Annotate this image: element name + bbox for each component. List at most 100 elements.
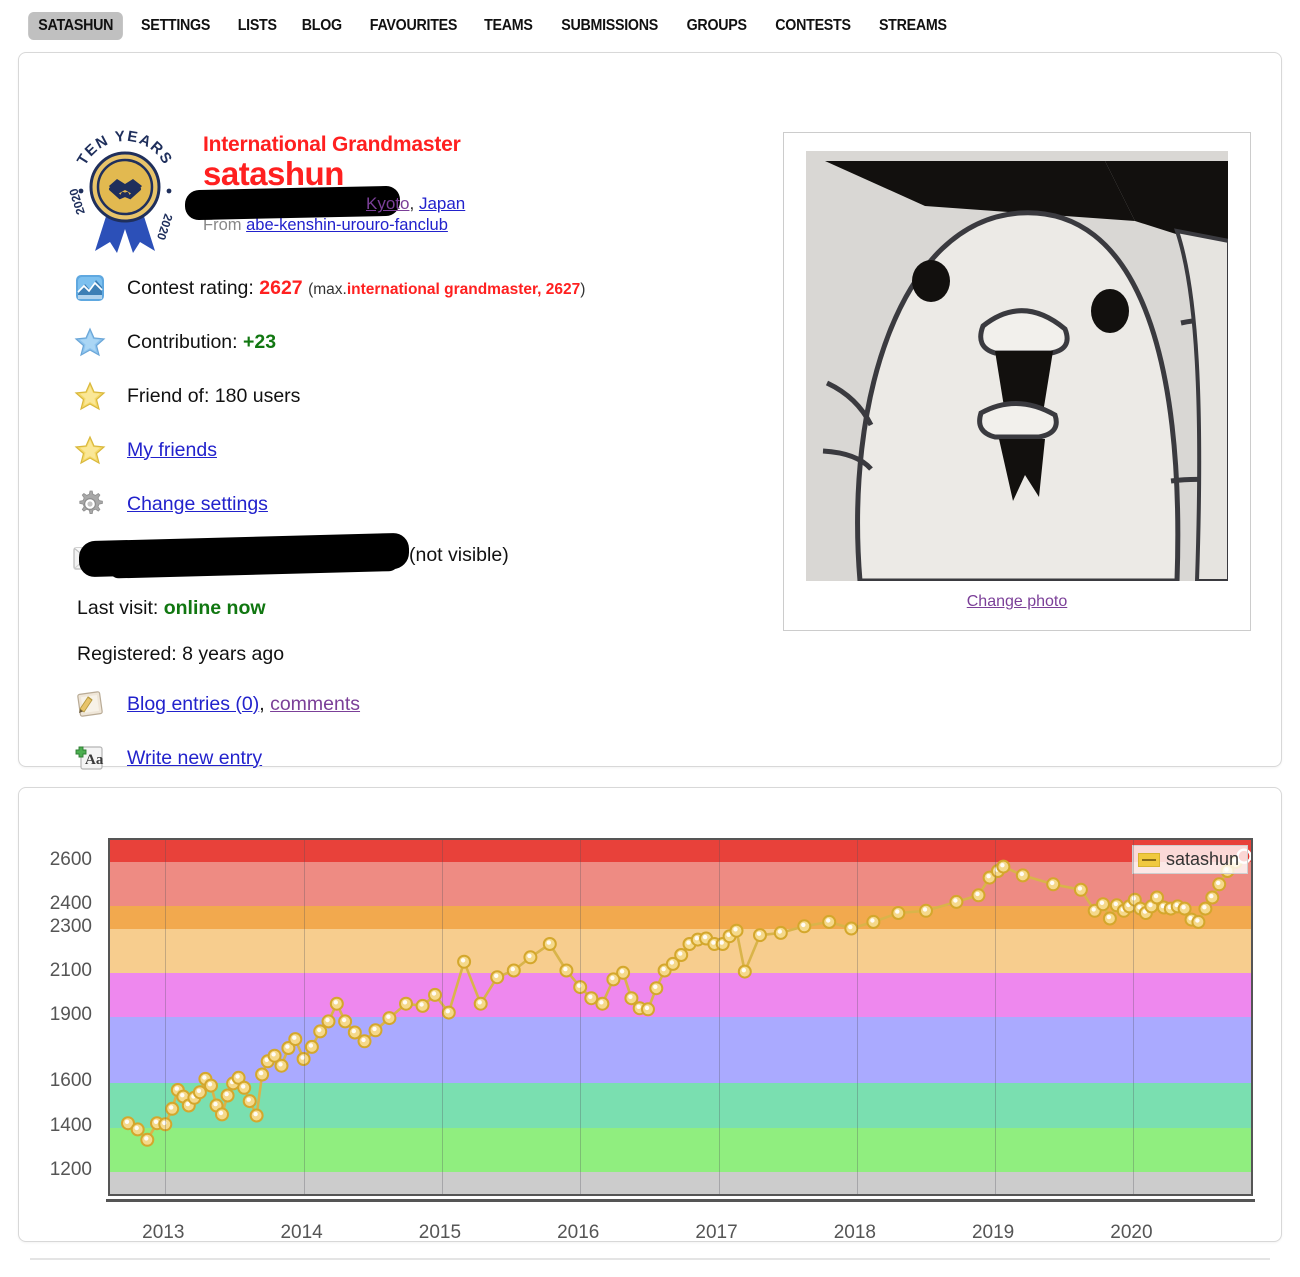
rating-point-highlight bbox=[202, 1075, 207, 1080]
contribution-value: +23 bbox=[243, 330, 277, 353]
rank-title: International Grandmaster bbox=[203, 133, 461, 156]
nav-blog[interactable]: BLOG bbox=[301, 17, 342, 34]
blue-star-icon bbox=[71, 323, 109, 361]
profile-info-list: Contest rating: 2627 (max.international … bbox=[71, 261, 771, 839]
rating-point-highlight bbox=[986, 874, 991, 879]
comments-link[interactable]: comments bbox=[270, 692, 361, 715]
rating-point-highlight bbox=[1091, 907, 1096, 912]
realname-row: Kyoto, Japan bbox=[185, 186, 466, 221]
badge-left-year: 2020 bbox=[66, 186, 88, 216]
max-rating-prefix: (max. bbox=[308, 280, 347, 298]
change-photo-row: Change photo bbox=[806, 593, 1228, 611]
rating-point-highlight bbox=[477, 1000, 482, 1005]
rank-band-newbie bbox=[110, 1171, 1251, 1194]
rating-point-highlight bbox=[975, 891, 980, 897]
rating-point-highlight bbox=[619, 969, 625, 974]
change-photo-link[interactable]: Change photo bbox=[966, 593, 1068, 610]
y-tick-2300: 2300 bbox=[49, 915, 92, 937]
nav-submissions[interactable]: SUBMISSIONS bbox=[561, 17, 659, 34]
rating-chart[interactable]: satashun bbox=[108, 838, 1253, 1196]
country-link[interactable]: Japan bbox=[418, 194, 466, 214]
rank-band-pupil bbox=[110, 1127, 1251, 1172]
y-tick-2400: 2400 bbox=[49, 893, 92, 915]
rating-point-highlight bbox=[213, 1101, 218, 1107]
last-visit-label: Last visit: bbox=[77, 596, 159, 619]
profile-photo bbox=[806, 151, 1228, 581]
my-friends-link[interactable]: My friends bbox=[127, 438, 217, 461]
rating-point-highlight bbox=[870, 918, 875, 923]
rating-point-highlight bbox=[1019, 871, 1024, 877]
chart-gridline-2016 bbox=[580, 840, 582, 1194]
rating-point-highlight bbox=[1188, 916, 1193, 921]
nav-settings[interactable]: SETTINGS bbox=[141, 17, 211, 34]
nav-streams[interactable]: STREAMS bbox=[878, 17, 947, 34]
rating-point-highlight bbox=[185, 1101, 190, 1107]
rating-point-highlight bbox=[224, 1091, 229, 1097]
rating-point-highlight bbox=[162, 1120, 167, 1126]
rating-point-highlight bbox=[124, 1119, 130, 1124]
y-tick-2100: 2100 bbox=[49, 959, 92, 981]
rating-point-highlight bbox=[292, 1035, 297, 1040]
last-visit-row: Last visit: online now bbox=[71, 585, 771, 631]
chart-gridline-2015 bbox=[441, 840, 443, 1194]
rating-point-highlight bbox=[669, 960, 675, 965]
ten-years-badge-icon: TEN YEARS 2020 2020 bbox=[65, 128, 185, 257]
contest-rating-row: Contest rating: 2627 (max.international … bbox=[71, 261, 771, 315]
rating-point-highlight bbox=[271, 1052, 276, 1057]
organization-link[interactable]: abe-kenshin-urouro-fanclub bbox=[246, 216, 448, 235]
rating-line bbox=[127, 855, 1245, 1142]
rating-point-highlight bbox=[1148, 902, 1153, 908]
y-tick-2600: 2600 bbox=[49, 849, 92, 871]
rating-point-highlight bbox=[1099, 900, 1105, 905]
rating-point-highlight bbox=[1113, 901, 1118, 907]
nav-teams[interactable]: TEAMS bbox=[484, 17, 534, 34]
x-tick-2017: 2017 bbox=[695, 1222, 738, 1243]
city-link[interactable]: Kyoto bbox=[366, 194, 410, 214]
change-settings-row[interactable]: Change settings bbox=[71, 477, 771, 531]
my-friends-row[interactable]: My friends bbox=[71, 423, 771, 477]
rating-point-highlight bbox=[218, 1110, 224, 1116]
rating-point-highlight bbox=[610, 975, 615, 981]
blog-entries-link[interactable]: Blog entries (0) bbox=[127, 692, 260, 715]
rank-band-international-gm bbox=[110, 840, 1251, 863]
rating-point-highlight bbox=[599, 1000, 604, 1005]
blog-entries-row[interactable]: Blog entries (0), comments bbox=[71, 677, 771, 731]
rating-point-highlight bbox=[756, 931, 762, 936]
nav-lists[interactable]: LISTS bbox=[237, 17, 277, 34]
nav-satashun[interactable]: SATASHUN bbox=[28, 12, 124, 40]
rating-point-highlight bbox=[235, 1074, 240, 1079]
nav-contests[interactable]: CONTESTS bbox=[775, 17, 851, 34]
profile-panel: TEN YEARS 2020 2020 International Grandm… bbox=[18, 52, 1282, 826]
chart-gridline-2019 bbox=[995, 840, 997, 1194]
profile-header: International Grandmaster satashun Kyoto… bbox=[185, 133, 466, 235]
rating-point-highlight bbox=[264, 1057, 269, 1062]
registered-label: Registered: 8 years ago bbox=[77, 642, 285, 665]
location-separator: , bbox=[409, 194, 419, 214]
rating-point-highlight bbox=[153, 1119, 159, 1124]
nav-groups[interactable]: GROUPS bbox=[687, 17, 748, 34]
rating-point-highlight bbox=[285, 1044, 290, 1049]
rating-point-highlight bbox=[386, 1014, 391, 1019]
rating-line-svg bbox=[121, 848, 1251, 1147]
write-new-entry-link[interactable]: Write new entry bbox=[127, 746, 263, 769]
profile-photo-box: Change photo bbox=[783, 132, 1251, 631]
chart-gridline-2020 bbox=[1133, 840, 1135, 1194]
chart-plot-area[interactable]: satashun bbox=[108, 838, 1253, 1196]
rating-point-highlight bbox=[510, 966, 515, 972]
rating-point-highlight bbox=[341, 1017, 347, 1023]
nav-favourites[interactable]: FAVOURITES bbox=[369, 17, 457, 34]
blog-separator: , bbox=[259, 692, 271, 715]
y-tick-1900: 1900 bbox=[49, 1004, 92, 1025]
rating-point-highlight bbox=[361, 1037, 366, 1043]
rating-point-highlight bbox=[702, 934, 708, 940]
user-handle: satashun bbox=[203, 155, 344, 193]
y-tick-1400: 1400 bbox=[49, 1114, 92, 1136]
contribution-row: Contribution: +23 bbox=[71, 315, 771, 369]
y-tick-1600: 1600 bbox=[49, 1070, 92, 1092]
chart-gridline-2017 bbox=[718, 840, 720, 1194]
gear-icon bbox=[71, 485, 109, 523]
change-settings-link[interactable]: Change settings bbox=[127, 492, 268, 515]
registered-row: Registered: 8 years ago bbox=[71, 631, 771, 677]
write-new-entry-row[interactable]: Aa Write new entry bbox=[71, 731, 771, 785]
rating-point-highlight bbox=[922, 907, 928, 912]
